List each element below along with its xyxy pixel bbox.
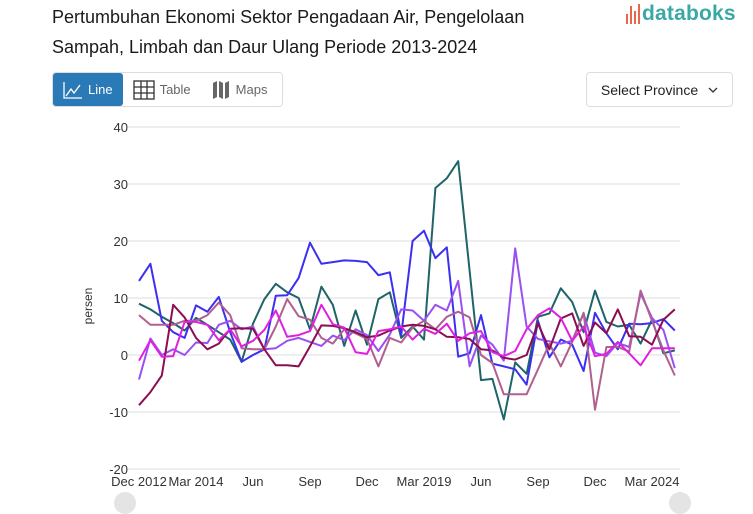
y-tick-label: -10	[109, 405, 128, 420]
y-tick-label: 10	[114, 291, 128, 306]
view-tabs: Line Table Maps	[52, 72, 283, 107]
databoks-logo: databoks	[626, 2, 736, 26]
table-grid-icon	[132, 79, 155, 100]
scroll-left-button[interactable]	[114, 492, 136, 514]
tab-maps[interactable]: Maps	[201, 73, 278, 106]
tab-table-label: Table	[159, 82, 191, 97]
y-axis-label: persen	[81, 288, 95, 325]
series-line-2	[138, 229, 676, 386]
y-tick-label: 40	[114, 120, 128, 135]
map-icon	[212, 80, 229, 99]
tab-line[interactable]: Line	[53, 73, 123, 106]
logo-bars-icon	[626, 4, 640, 24]
y-tick-label: 20	[114, 234, 128, 249]
y-tick-label: 30	[114, 177, 128, 192]
chevron-down-icon	[708, 87, 718, 93]
line-chart-icon	[63, 81, 82, 99]
x-tick-label: Dec	[583, 474, 607, 489]
series-line-3	[138, 247, 676, 380]
x-tick-label: Mar 2019	[397, 474, 452, 489]
logo-text: databoks	[642, 2, 736, 25]
chart-title: Pertumbuhan Ekonomi Sektor Pengadaan Air…	[52, 7, 525, 57]
x-tick-label: Dec	[355, 474, 379, 489]
series-line-6	[138, 303, 675, 367]
y-tick-label: -20	[109, 462, 128, 477]
tab-table[interactable]: Table	[123, 73, 201, 106]
x-tick-label: Jun	[243, 474, 264, 489]
x-tick-label: Dec 2012	[111, 474, 167, 489]
x-tick-label: Jun	[471, 474, 492, 489]
x-tick-label: Mar 2024	[625, 474, 680, 489]
tab-maps-label: Maps	[235, 82, 268, 97]
tab-line-label: Line	[88, 82, 113, 97]
x-tick-label: Sep	[298, 474, 321, 489]
province-select-label: Select Province	[600, 81, 699, 98]
x-tick-label: Mar 2014	[169, 474, 224, 489]
line-chart: 40 30 20 10 0 -10 -20 persen Dec 2012 Mar 2014 Jun…	[81, 120, 680, 489]
x-tick-label: Sep	[526, 474, 549, 489]
scroll-right-button[interactable]	[669, 492, 691, 514]
province-select[interactable]: Select Province	[586, 72, 733, 107]
y-tick-label: 0	[121, 348, 128, 363]
